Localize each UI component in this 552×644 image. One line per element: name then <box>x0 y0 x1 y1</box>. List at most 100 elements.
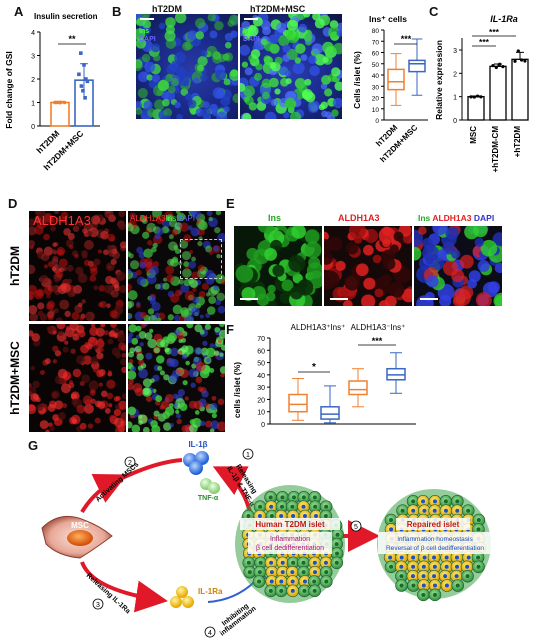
cell <box>451 269 465 283</box>
cell <box>211 395 217 401</box>
cell <box>307 102 319 113</box>
scale-bar <box>140 18 154 20</box>
cell <box>70 348 76 354</box>
cell <box>60 383 71 394</box>
cell <box>149 378 155 384</box>
cell <box>283 112 290 119</box>
cell <box>255 63 263 71</box>
cell <box>168 403 174 408</box>
cell <box>135 269 142 276</box>
islet-cell-nucleus <box>455 564 460 569</box>
cell <box>49 309 56 316</box>
cell <box>324 238 333 254</box>
cell <box>167 332 177 342</box>
y-tick-label: 0 <box>375 118 379 125</box>
panel-e-col-1: Ins <box>268 213 282 223</box>
cell <box>204 403 211 409</box>
cell <box>67 233 75 240</box>
cell <box>162 98 170 107</box>
cell <box>57 330 64 337</box>
cell <box>209 30 218 39</box>
cell <box>91 215 101 225</box>
cell <box>131 337 139 345</box>
cell <box>494 295 502 306</box>
cell <box>205 292 211 297</box>
cell <box>262 91 270 100</box>
cell <box>174 52 186 64</box>
cell <box>103 249 109 256</box>
cell <box>138 359 145 366</box>
cell <box>143 100 153 110</box>
cell <box>290 111 301 119</box>
y-tick-label: 20 <box>257 397 265 404</box>
cell <box>181 353 188 360</box>
cell <box>89 326 99 336</box>
cell <box>180 310 189 318</box>
cell <box>159 404 165 410</box>
islet-cell-nucleus <box>444 583 449 588</box>
cell <box>217 398 225 406</box>
data-point <box>479 95 483 99</box>
cell <box>208 216 213 222</box>
cell <box>174 14 187 24</box>
cell <box>120 358 126 366</box>
panel-d-title-1: ALDH1A3 <box>33 213 91 228</box>
cell <box>98 337 103 343</box>
cell <box>84 239 94 250</box>
cell <box>30 365 36 371</box>
cell <box>39 369 46 376</box>
cell <box>31 333 40 342</box>
cell <box>336 29 342 37</box>
islet-cell-nucleus <box>312 495 317 500</box>
islet-cell-nucleus <box>421 499 426 504</box>
cell <box>115 352 122 359</box>
cell <box>215 211 222 216</box>
cell <box>199 314 204 319</box>
cell <box>281 279 294 292</box>
cell <box>150 420 158 428</box>
cell <box>213 245 219 252</box>
data-point <box>501 65 505 69</box>
cell <box>168 374 178 383</box>
cell <box>141 53 151 63</box>
islet-cell-nucleus <box>312 560 317 565</box>
cell <box>135 334 141 340</box>
cell <box>57 264 62 269</box>
islet-sub-bg <box>248 532 332 554</box>
islet-cell-nucleus <box>443 574 448 579</box>
cell <box>206 306 216 315</box>
cell <box>199 420 206 427</box>
cell <box>60 211 69 220</box>
data-point <box>85 79 90 84</box>
bar <box>467 96 485 121</box>
cell <box>47 314 54 321</box>
cell <box>96 352 104 360</box>
cell <box>414 246 422 261</box>
cell <box>106 303 111 308</box>
cell <box>128 324 137 333</box>
cell <box>155 215 165 225</box>
data-point <box>472 95 476 99</box>
panel-f-group-2: ALDH1A3⁻Ins⁺ <box>351 323 406 332</box>
islet-cell-nucleus <box>432 555 437 560</box>
islet-cell-nucleus <box>313 514 318 519</box>
cell <box>129 260 140 270</box>
scale-bar <box>244 18 258 20</box>
cell <box>85 313 92 320</box>
data-point <box>516 49 520 53</box>
y-tick-label: 40 <box>257 373 265 380</box>
cell <box>309 65 320 77</box>
cell <box>118 211 126 218</box>
cell <box>151 43 161 53</box>
cell <box>445 226 459 240</box>
islet-cell-nucleus <box>290 570 295 575</box>
cell <box>432 226 448 236</box>
islet-cell-nucleus <box>313 570 318 575</box>
islet-cell-nucleus <box>301 495 306 500</box>
cell <box>84 398 92 406</box>
cell <box>363 244 374 256</box>
islet-cell-nucleus <box>432 564 437 569</box>
cell <box>176 212 186 222</box>
cell <box>247 25 259 37</box>
data-point <box>513 59 517 63</box>
